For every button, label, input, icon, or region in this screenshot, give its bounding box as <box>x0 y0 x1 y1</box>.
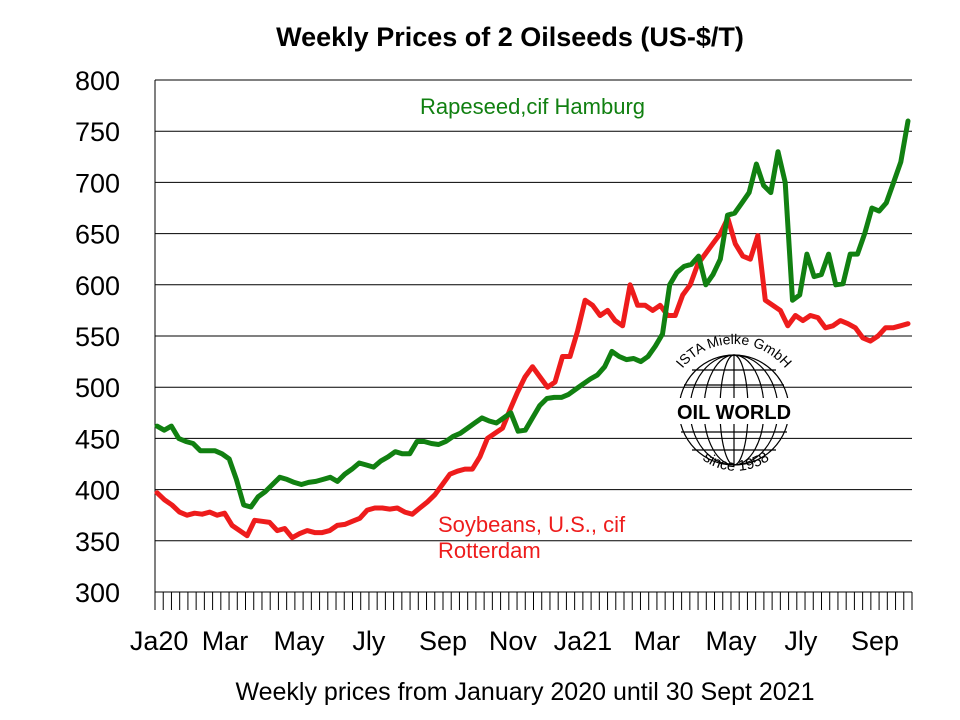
x-tick-label: Mar <box>634 626 681 656</box>
y-axis: 300 350 400 450 500 550 600 650 700 750 800 <box>75 66 156 608</box>
x-tick-label: Sep <box>851 626 899 656</box>
x-tick-label: Jly <box>784 626 817 656</box>
soybeans-line-points <box>156 218 909 538</box>
x-tick-label: Nov <box>489 626 538 656</box>
logo-center-text: OIL WORLD <box>677 402 791 424</box>
soybeans-series-label-line1: Soybeans, U.S., cif <box>438 512 626 537</box>
y-tick-label: 800 <box>75 66 120 96</box>
y-tick-label: 550 <box>75 322 120 352</box>
y-tick-label: 650 <box>75 220 120 250</box>
x-tick-label: May <box>705 626 757 656</box>
logo-bottom-text: since 1958 <box>700 449 772 475</box>
rapeseed-line-points <box>156 120 909 508</box>
chart-title: Weekly Prices of 2 Oilseeds (US-$/T) <box>276 22 744 52</box>
y-tick-label: 400 <box>75 476 120 506</box>
x-tick-label: Jly <box>352 626 385 656</box>
x-tick-label: May <box>273 626 325 656</box>
x-axis-label: Weekly prices from January 2020 until 30… <box>235 678 814 706</box>
y-tick-label: 350 <box>75 527 120 557</box>
series-layer <box>154 118 911 541</box>
soybeans-series-label-line2: Rotterdam <box>438 538 541 563</box>
rapeseed-series-label: Rapeseed,cif Hamburg <box>420 94 645 119</box>
x-tick-label: Mar <box>202 626 249 656</box>
gridlines <box>155 79 912 542</box>
y-tick-label: 750 <box>75 117 120 147</box>
y-tick-label: 700 <box>75 168 120 198</box>
y-tick-label: 450 <box>75 424 120 454</box>
oil-world-logo: OIL WORLD ISTA Mielke GmbH since 1958 <box>673 331 796 475</box>
x-tick-label: Ja20 <box>130 626 189 656</box>
x-tick-label: Ja21 <box>554 626 613 656</box>
y-tick-label: 600 <box>75 271 120 301</box>
y-tick-label: 300 <box>75 578 120 608</box>
y-tick-label: 500 <box>75 373 120 403</box>
x-tick-label: Sep <box>419 626 467 656</box>
x-axis: Ja20 Mar May Jly Sep Nov Ja21 Mar May Jly Sep <box>130 591 913 656</box>
